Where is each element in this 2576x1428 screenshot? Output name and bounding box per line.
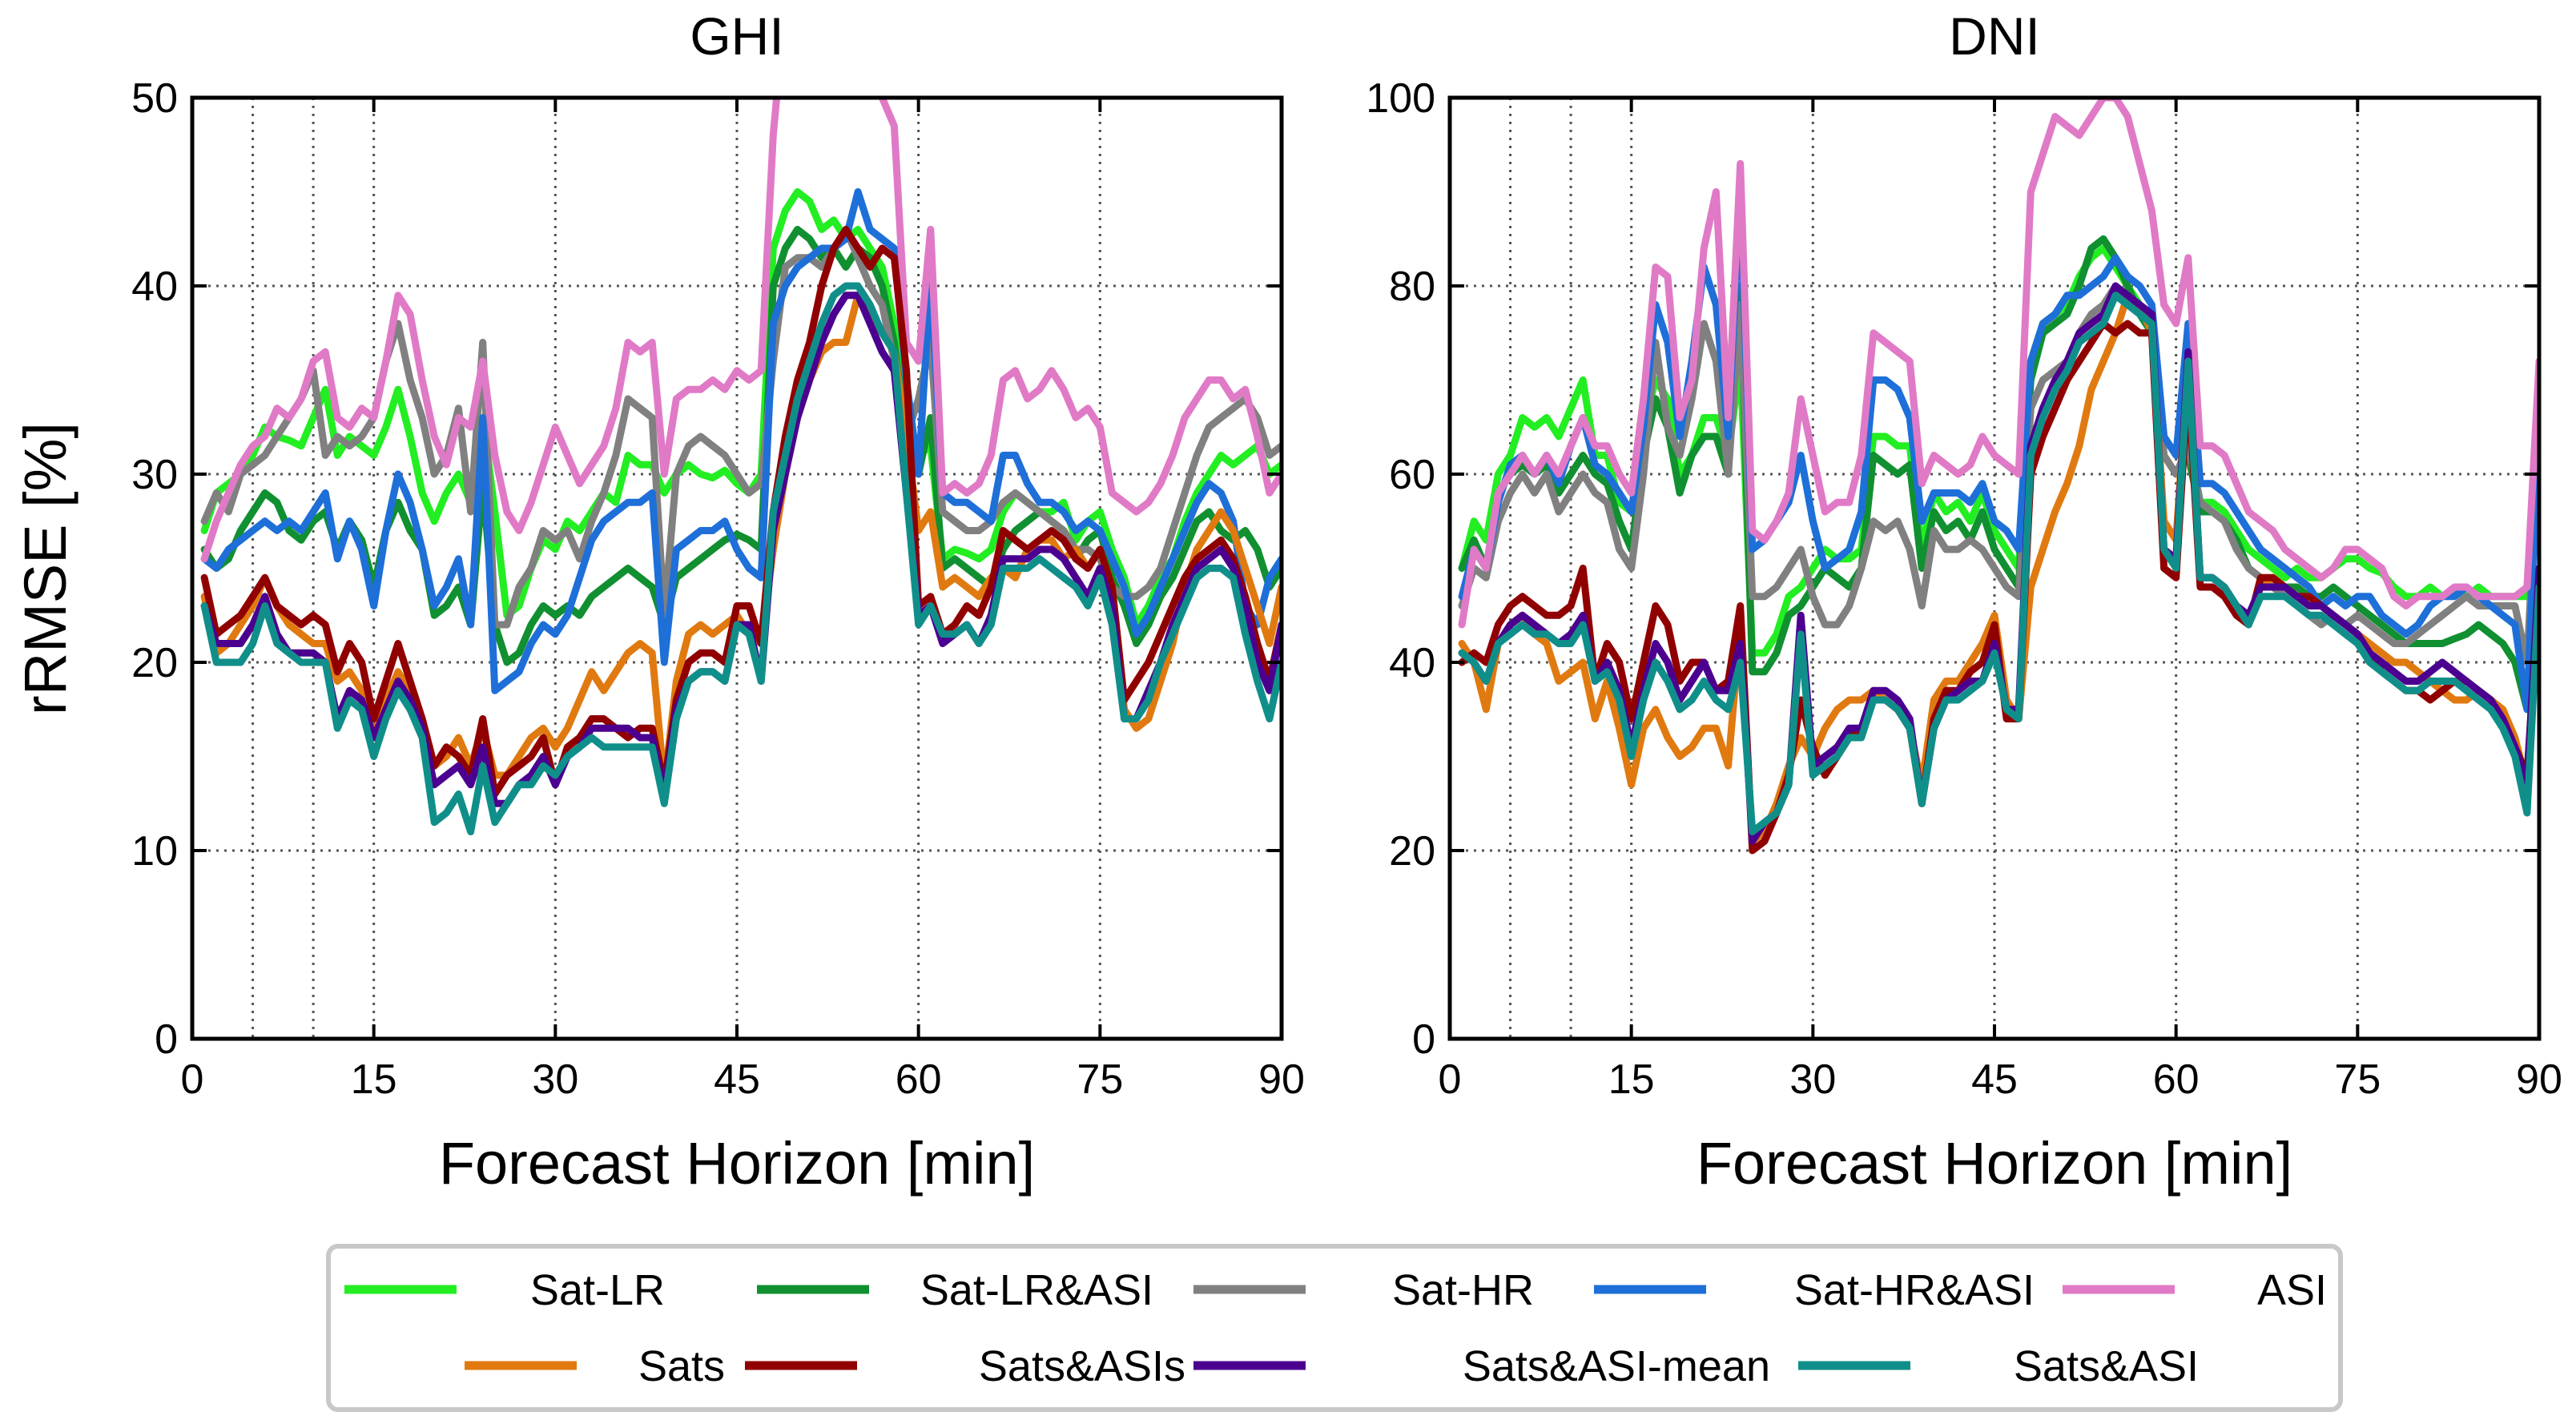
legend-label-sat-hr: Sat-HR	[1392, 1266, 1534, 1314]
dni-xlabel: Forecast Horizon [min]	[1697, 1130, 2292, 1197]
ghi-series-sats-asi	[200, 282, 1282, 835]
ghi-xtick-label: 75	[1077, 1056, 1123, 1103]
panel-dni: DNI 0 15 30 45 60 75 90 0 20 40 60 80 100 Forecast H…	[1366, 6, 2562, 1197]
ghi-xlabel: Forecast Horizon [min]	[439, 1130, 1035, 1197]
chart-title-ghi: GHI	[690, 6, 783, 66]
legend-label-sats-asis: Sats&ASIs	[979, 1342, 1185, 1390]
dni-series-asi	[1458, 98, 2539, 629]
ghi-series-asi	[200, 98, 1282, 563]
ghi-series-sat-hr-asi	[200, 188, 1282, 694]
ghi-xtick-label: 60	[896, 1056, 942, 1103]
dni-ytick-label: 60	[1389, 452, 1435, 498]
legend-label-sats-asi-mean: Sats&ASI-mean	[1463, 1342, 1770, 1390]
legend-label-sat-hr-asi: Sat-HR&ASI	[1794, 1266, 2035, 1314]
ghi-ytick-label: 0	[155, 1016, 178, 1063]
ghi-xtick-label: 90	[1258, 1056, 1305, 1103]
dni-xtick-label: 75	[2334, 1056, 2381, 1103]
dni-xtick-label: 45	[1971, 1056, 2018, 1103]
dni-ytick-label: 80	[1389, 263, 1435, 310]
ghi-ytick-label: 50	[131, 75, 178, 122]
dni-ytick-label: 20	[1389, 828, 1435, 875]
ghi-series-group	[200, 98, 1282, 835]
dni-xtick-label: 15	[1608, 1056, 1655, 1103]
dni-series-sats-asi	[1458, 292, 2539, 835]
ghi-ytick-label: 20	[131, 640, 178, 686]
ghi-series-sats-asis	[200, 226, 1282, 798]
dni-xtick-label: 90	[2516, 1056, 2562, 1103]
panel-ghi: GHI 0 15 30 45 60 75 90 0 10 20 30 40 50 rRMSE [%] F…	[12, 6, 1305, 1197]
dni-series-group	[1458, 98, 2539, 855]
dni-ytick-label: 40	[1389, 640, 1435, 686]
dni-ytick-label: 100	[1366, 75, 1435, 122]
dni-series-sats-asis	[1458, 320, 2539, 855]
ghi-series-sats-asi-mean	[200, 292, 1282, 807]
dni-ticks: 0 15 30 45 60 75 90 0 20 40 60 80 100	[1366, 75, 2562, 1103]
legend: Sat-LR Sat-LR&ASI Sat-HR Sat-HR&ASI ASI Sats S…	[326, 1244, 2343, 1412]
legend-label-asi: ASI	[2257, 1266, 2327, 1314]
dni-xtick-label: 60	[2153, 1056, 2200, 1103]
ghi-ytick-label: 10	[131, 828, 178, 875]
ghi-xtick-label: 30	[532, 1056, 578, 1103]
legend-label-sats-asi: Sats&ASI	[2014, 1342, 2199, 1390]
dni-xtick-label: 30	[1789, 1056, 1836, 1103]
dni-xtick-label: 0	[1439, 1056, 1462, 1103]
ghi-ylabel: rRMSE [%]	[12, 422, 78, 715]
ghi-ytick-label: 40	[131, 263, 178, 310]
ghi-ticks: 0 15 30 45 60 75 90 0 10 20 30 40 50	[131, 75, 1305, 1103]
dni-series-sat-hr	[1458, 282, 2539, 666]
legend-label-sat-lr-asi: Sat-LR&ASI	[920, 1266, 1153, 1314]
dni-series-sat-lr	[1458, 244, 2539, 657]
ghi-xtick-label: 45	[714, 1056, 760, 1103]
chart-title-dni: DNI	[1949, 6, 2040, 66]
ghi-xtick-label: 0	[181, 1056, 204, 1103]
ghi-ytick-label: 30	[131, 452, 178, 498]
ghi-xtick-label: 15	[351, 1056, 397, 1103]
dni-ytick-label: 0	[1412, 1016, 1435, 1063]
legend-label-sat-lr: Sat-LR	[530, 1266, 665, 1314]
legend-label-sats: Sats	[638, 1342, 725, 1390]
legend-items: Sat-LR Sat-LR&ASI Sat-HR Sat-HR&ASI ASI Sats S…	[344, 1266, 2327, 1390]
